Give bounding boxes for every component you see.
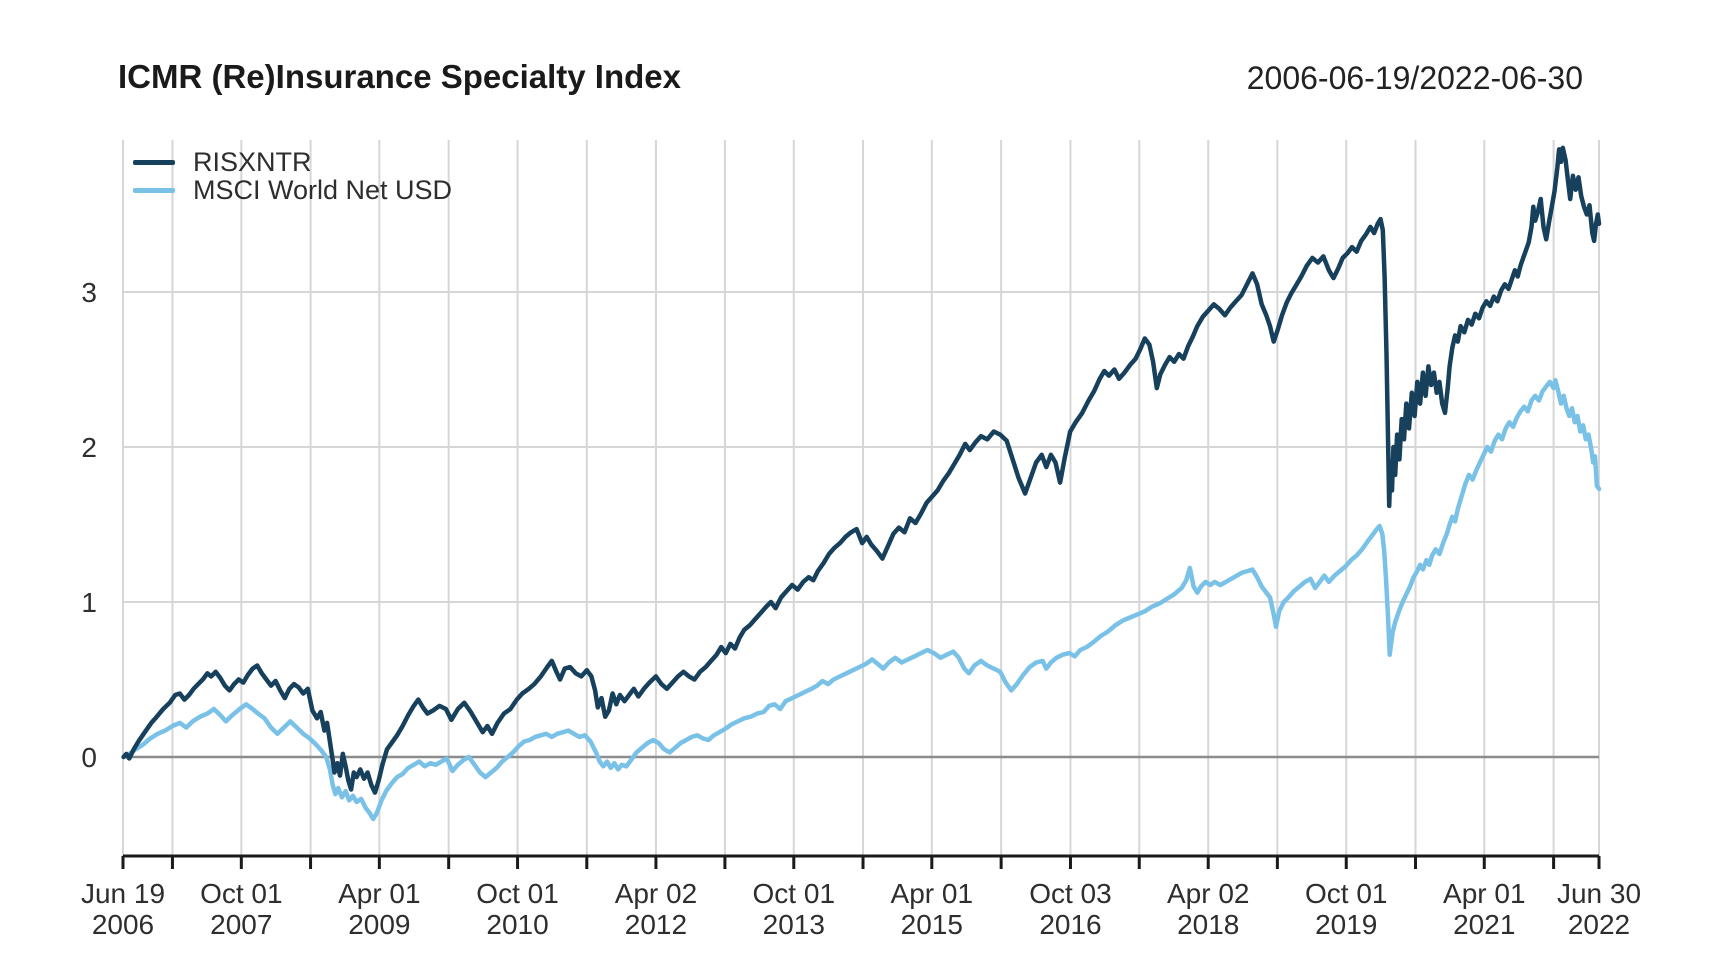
x-axis-label-year: 2021 <box>1453 909 1515 940</box>
x-axis-label: Apr 01 <box>1443 878 1526 909</box>
legend-item-risxntr: RISXNTR <box>133 146 452 177</box>
series-line-msci-world-net-usd <box>121 378 1602 822</box>
y-axis-label: 1 <box>81 587 97 618</box>
x-axis-label: Apr 02 <box>1167 878 1250 909</box>
x-axis-label-year: 2022 <box>1568 909 1630 940</box>
series-line-risxntr <box>121 145 1602 795</box>
x-axis-label-year: 2015 <box>901 909 963 940</box>
x-axis-label-year: 2013 <box>763 909 825 940</box>
date-range-label: 2006-06-19/2022-06-30 <box>1246 60 1583 96</box>
x-axis-label-year: 2010 <box>486 909 548 940</box>
chart-title: ICMR (Re)Insurance Specialty Index <box>118 58 681 95</box>
x-axis-label-year: 2009 <box>348 909 410 940</box>
x-axis-label: Apr 01 <box>338 878 421 909</box>
x-axis-label: Oct 01 <box>476 878 558 909</box>
x-axis-label-year: 2012 <box>625 909 687 940</box>
x-axis-label: Jun 30 <box>1557 878 1641 909</box>
y-axis-label: 0 <box>81 742 97 773</box>
x-axis-label-year: 2007 <box>210 909 272 940</box>
legend-item-msci: MSCI World Net USD <box>133 174 453 205</box>
x-axis-label-year: 2016 <box>1039 909 1101 940</box>
legend-line-swatch-dark <box>133 159 175 165</box>
y-axis-label: 2 <box>81 432 97 463</box>
legend-label-risxntr: RISXNTR <box>193 146 312 177</box>
x-axis-label: Oct 03 <box>1029 878 1111 909</box>
x-axis-label-year: 2018 <box>1177 909 1239 940</box>
legend-label-msci: MSCI World Net USD <box>193 174 453 205</box>
legend: RISXNTR MSCI World Net USD <box>133 146 453 205</box>
y-axis-label: 3 <box>81 277 97 308</box>
x-axis-label: Oct 01 <box>200 878 282 909</box>
x-axis-label: Apr 01 <box>891 878 974 909</box>
legend-line-swatch-light <box>133 187 175 193</box>
x-axis-label-year: 2019 <box>1315 909 1377 940</box>
x-axis-label: Oct 01 <box>753 878 835 909</box>
x-axis-label: Jun 19 <box>81 878 165 909</box>
x-axis-label: Oct 01 <box>1305 878 1387 909</box>
x-axis-label: Apr 02 <box>615 878 698 909</box>
x-axis-label-year: 2006 <box>92 909 154 940</box>
